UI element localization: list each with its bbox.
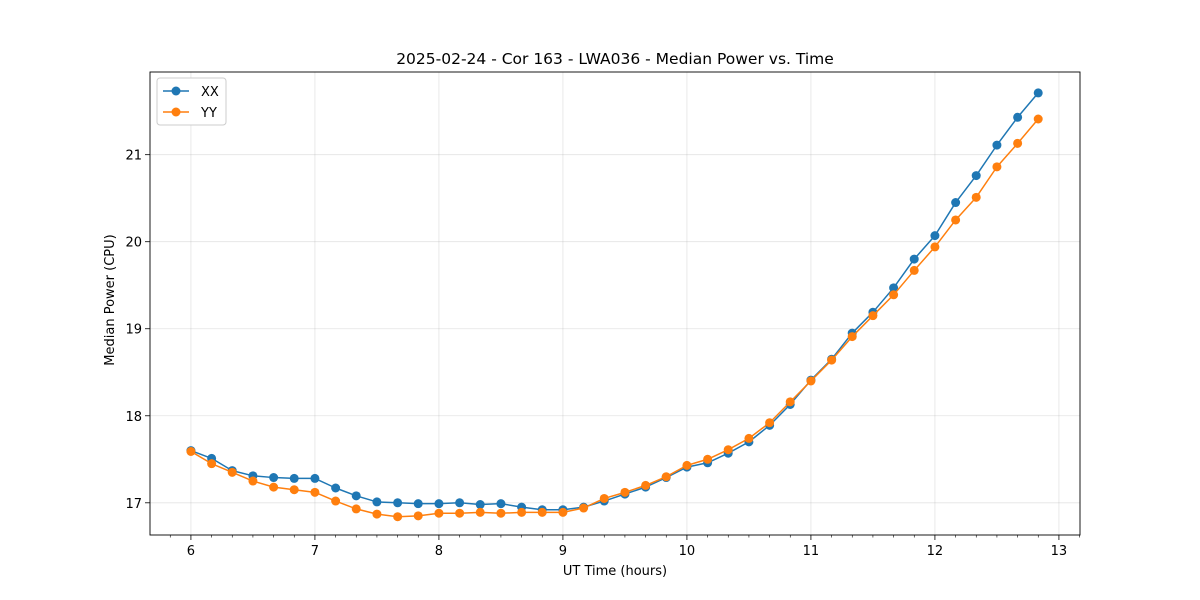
data-point-yy — [889, 290, 899, 300]
data-point-yy — [1033, 114, 1043, 124]
data-point-yy — [744, 433, 754, 443]
data-point-yy — [703, 454, 713, 464]
data-point-xx — [455, 498, 465, 508]
data-point-xx — [475, 500, 485, 510]
x-tick-label: 7 — [311, 544, 319, 559]
data-point-xx — [889, 283, 899, 293]
data-point-yy — [393, 512, 403, 522]
data-point-yy — [1013, 138, 1023, 148]
x-axis-label: UT Time (hours) — [563, 564, 667, 579]
data-point-yy — [599, 493, 609, 503]
data-point-yy — [868, 311, 878, 321]
data-point-xx — [971, 171, 981, 181]
y-tick-label: 21 — [125, 149, 142, 164]
data-point-yy — [475, 507, 485, 517]
data-point-yy — [661, 472, 671, 482]
data-point-yy — [455, 508, 465, 518]
data-point-xx — [951, 198, 961, 208]
series-layer — [186, 88, 1043, 522]
y-tick-label: 17 — [125, 497, 142, 512]
data-point-yy — [785, 397, 795, 407]
data-point-yy — [331, 496, 341, 506]
data-point-yy — [289, 485, 299, 495]
data-point-yy — [310, 487, 320, 497]
data-point-yy — [992, 162, 1002, 172]
data-point-xx — [372, 497, 382, 507]
chart-title: 2025-02-24 - Cor 163 - LWA036 - Median P… — [396, 50, 834, 68]
data-point-yy — [351, 504, 361, 514]
data-point-yy — [496, 508, 506, 518]
data-point-yy — [269, 482, 279, 492]
data-point-yy — [372, 509, 382, 519]
x-tick-label: 9 — [559, 544, 567, 559]
x-tick-label: 11 — [803, 544, 820, 559]
x-tick-label: 10 — [679, 544, 696, 559]
data-point-xx — [269, 473, 279, 483]
data-point-yy — [641, 480, 651, 490]
data-point-yy — [723, 445, 733, 455]
data-point-yy — [951, 215, 961, 225]
data-point-xx — [1033, 88, 1043, 98]
data-point-yy — [579, 503, 589, 513]
axis-ticks: 6 7 8 9 10 11 12 13 17 18 19 20 21 — [125, 149, 1080, 559]
y-tick-label: 18 — [125, 410, 142, 425]
data-point-yy — [434, 508, 444, 518]
data-point-xx — [434, 499, 444, 509]
legend-label-yy: YY — [200, 106, 217, 121]
x-tick-label: 6 — [187, 544, 195, 559]
data-point-xx — [413, 499, 423, 509]
legend-marker-yy — [171, 107, 181, 117]
series-xx — [186, 88, 1043, 515]
data-point-yy — [207, 459, 217, 469]
data-point-yy — [930, 242, 940, 252]
data-point-yy — [186, 446, 196, 456]
data-point-xx — [496, 499, 506, 509]
y-axis-label: Median Power (CPU) — [103, 234, 118, 365]
legend-label-xx: XX — [201, 85, 219, 100]
data-point-yy — [620, 487, 630, 497]
data-point-xx — [289, 473, 299, 483]
data-point-xx — [310, 473, 320, 483]
data-point-xx — [909, 254, 919, 264]
data-point-yy — [971, 192, 981, 202]
data-point-yy — [413, 511, 423, 521]
data-point-xx — [393, 498, 403, 508]
data-point-yy — [558, 507, 568, 517]
data-point-yy — [827, 355, 837, 365]
data-point-xx — [992, 140, 1002, 150]
data-point-xx — [351, 491, 361, 501]
data-point-yy — [227, 467, 237, 477]
data-point-xx — [1013, 112, 1023, 122]
x-tick-label: 13 — [1051, 544, 1068, 559]
data-point-yy — [517, 507, 527, 517]
legend-marker-xx — [171, 86, 181, 96]
axes-frame — [149, 71, 1081, 536]
data-point-xx — [930, 231, 940, 241]
series-yy — [186, 114, 1043, 522]
data-point-yy — [537, 507, 547, 517]
data-point-yy — [847, 332, 857, 342]
y-tick-label: 20 — [125, 236, 142, 251]
y-tick-label: 19 — [125, 323, 142, 338]
x-tick-label: 8 — [435, 544, 443, 559]
data-point-xx — [331, 483, 341, 493]
data-point-yy — [765, 418, 775, 428]
plot-area — [150, 72, 1080, 535]
data-point-yy — [909, 265, 919, 275]
data-point-yy — [682, 460, 692, 470]
legend: XX YY — [156, 77, 227, 126]
data-point-yy — [806, 376, 816, 386]
grid — [150, 72, 1080, 535]
data-point-yy — [248, 476, 258, 486]
x-tick-label: 12 — [927, 544, 944, 559]
